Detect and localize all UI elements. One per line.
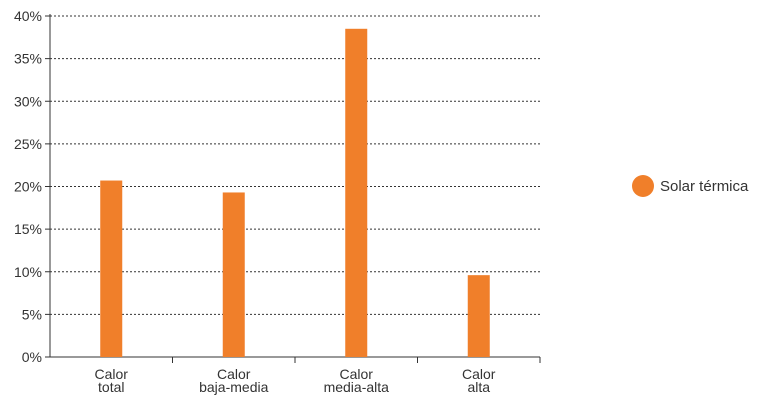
x-tick-label: Calor [95,366,129,382]
y-tick-label: 25% [14,136,42,152]
y-tick-label: 35% [14,51,42,67]
y-tick-label: 40% [14,8,42,24]
y-tick-label: 15% [14,221,42,237]
y-tick-label: 5% [22,306,42,322]
legend: Solar térmica [632,175,748,197]
legend-swatch-solar-termica [632,175,654,197]
y-tick-label: 10% [14,264,42,280]
bar [100,180,123,357]
x-tick-label: Calor [462,366,496,382]
legend-label-solar-termica: Solar térmica [660,177,749,195]
bar [222,192,245,357]
y-tick-label: 30% [14,93,42,109]
x-tick-label: total [98,379,124,395]
y-tick-label: 0% [22,349,42,365]
y-tick-label: 20% [14,179,42,195]
bar [345,28,368,357]
x-tick-label: baja-media [199,379,268,395]
bar [467,275,490,357]
x-tick-label: Calor [340,366,374,382]
x-tick-label: media-alta [324,379,390,395]
x-tick-label: Calor [217,366,251,382]
x-tick-label: alta [467,379,490,395]
